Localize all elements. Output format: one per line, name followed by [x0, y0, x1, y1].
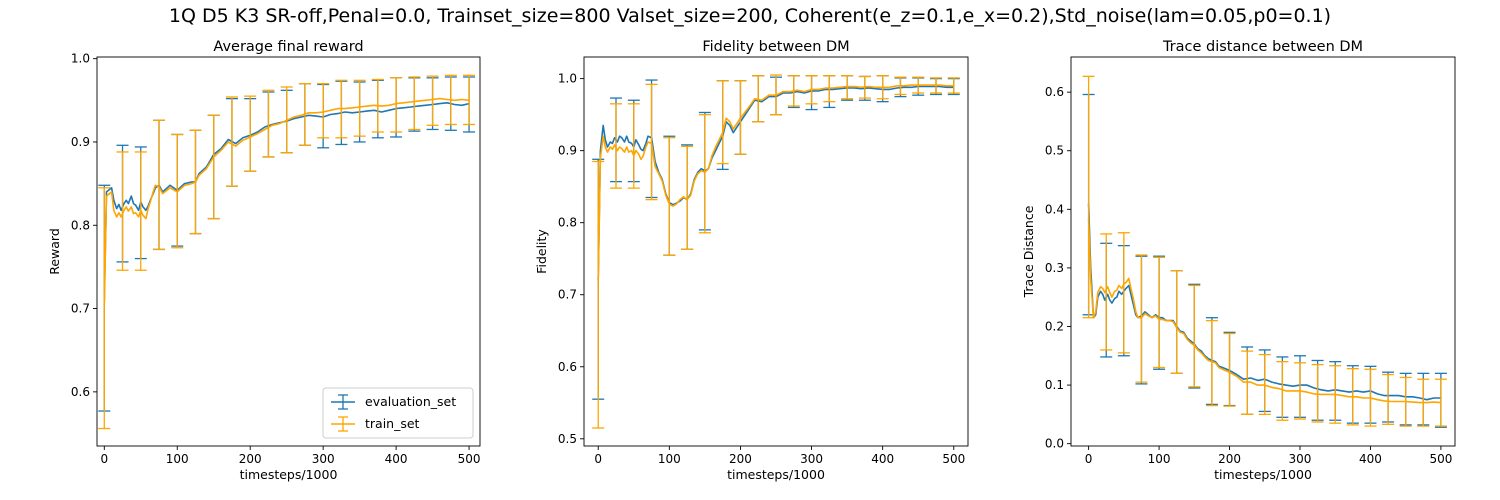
x-tick-label: 300 [800, 452, 823, 466]
x-tick-label: 500 [458, 452, 481, 466]
x-tick-label: 400 [871, 452, 894, 466]
y-tick-label: 0.5 [1045, 144, 1064, 158]
y-axis-label: Fidelity [534, 229, 549, 274]
y-tick-label: 0.3 [1045, 261, 1064, 275]
x-tick-label: 500 [942, 452, 965, 466]
y-tick-label: 0.8 [71, 218, 90, 232]
series-line-train_set [1087, 218, 1441, 404]
chart-title: Trace distance between DM [1162, 39, 1363, 55]
x-tick-label: 100 [658, 452, 681, 466]
plot-frame [583, 56, 969, 447]
series-line-train_set [597, 84, 954, 281]
chart-title: Average final reward [213, 39, 363, 55]
legend-label: evaluation_set [365, 394, 456, 409]
x-tick-label: 400 [1359, 452, 1382, 466]
chart-panel-2: Fidelity between DM 0 100 200 300 400 500 0.5 0.… [534, 39, 969, 482]
y-tick-label: 0.6 [558, 360, 577, 374]
y-tick-label: 1.0 [71, 52, 90, 66]
y-tick-label: 0.1 [1045, 378, 1064, 392]
y-tick-label: 0.7 [71, 302, 90, 316]
y-axis-label: Reward [47, 228, 62, 275]
x-tick-label: 200 [1218, 452, 1241, 466]
legend-box [322, 387, 474, 439]
chart-title: Fidelity between DM [702, 39, 849, 55]
chart-panel-1: Average final reward 0 100 200 300 400 500 0.6 0… [47, 39, 481, 482]
x-axis-label: timesteps/1000 [240, 467, 338, 482]
x-tick-label: 100 [1148, 452, 1171, 466]
y-tick-label: 0.6 [71, 385, 90, 399]
y-tick-label: 0.0 [1045, 437, 1064, 451]
y-tick-label: 0.2 [1045, 319, 1064, 333]
x-tick-label: 100 [166, 452, 189, 466]
x-tick-label: 500 [1429, 452, 1452, 466]
x-tick-label: 400 [385, 452, 408, 466]
chart-panel-3: Trace distance between DM 0 100 200 300 400 50… [1021, 39, 1456, 482]
x-tick-label: 300 [1289, 452, 1312, 466]
y-axis-label: Trace Distance [1021, 205, 1036, 298]
x-tick-label: 200 [729, 452, 752, 466]
plot-frame [96, 56, 481, 447]
x-tick-label: 300 [312, 452, 335, 466]
x-tick-label: 0 [1085, 452, 1093, 466]
x-tick-label: 0 [100, 452, 108, 466]
x-tick-label: 0 [594, 452, 602, 466]
plot-frame [1070, 56, 1456, 447]
x-tick-label: 200 [239, 452, 262, 466]
y-tick-label: 0.8 [558, 216, 577, 230]
figure-suptitle: 1Q D5 K3 SR-off,Penal=0.0, Trainset_size… [168, 5, 1332, 27]
y-tick-label: 0.9 [558, 144, 577, 158]
y-tick-label: 0.4 [1045, 202, 1064, 216]
x-axis-label: timesteps/1000 [727, 467, 825, 482]
x-axis-label: timesteps/1000 [1214, 467, 1312, 482]
legend-label: train_set [365, 416, 420, 431]
y-tick-label: 0.6 [1045, 85, 1064, 99]
legend: evaluation_set train_set [322, 387, 474, 439]
y-tick-label: 1.0 [558, 72, 577, 86]
y-tick-label: 0.9 [71, 135, 90, 149]
y-tick-label: 0.5 [558, 432, 577, 446]
y-tick-label: 0.7 [558, 288, 577, 302]
